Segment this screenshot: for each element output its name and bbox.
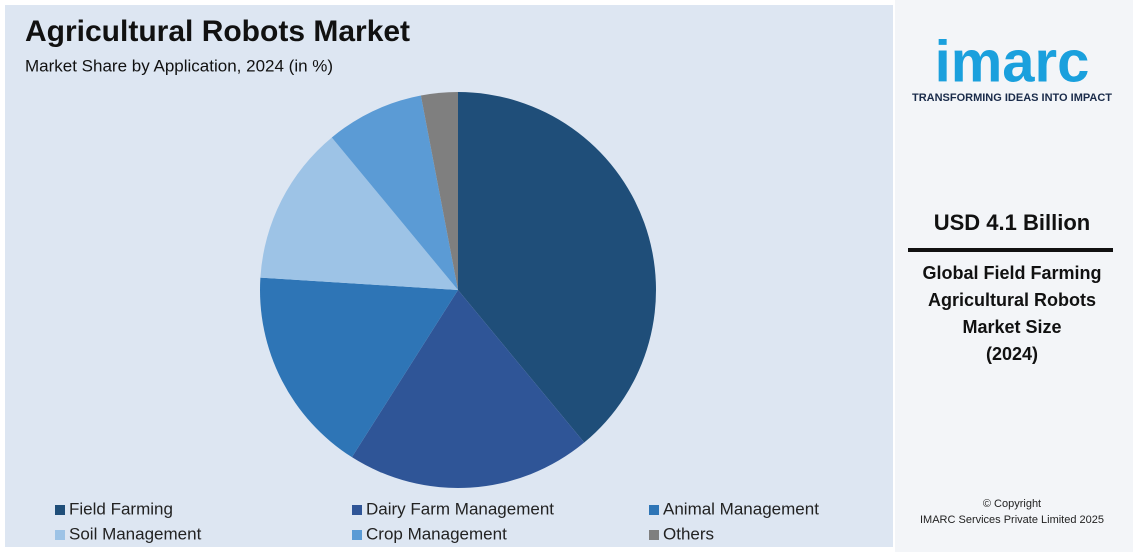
- description-line: Agricultural Robots: [928, 290, 1096, 310]
- pie-slice: [260, 137, 458, 290]
- chart-subtitle: Market Share by Application, 2024 (in %): [25, 56, 333, 75]
- description-line: Global Field Farming: [922, 263, 1101, 283]
- divider: [908, 248, 1113, 252]
- legend-label: Dairy Farm Management: [366, 499, 554, 518]
- sidebar-panel: [895, 0, 1133, 552]
- headline: USD 4.1 Billion: [934, 210, 1090, 235]
- logo: imarc: [935, 29, 1090, 94]
- legend-label: Others: [663, 524, 714, 543]
- copyright: © Copyright: [983, 498, 1041, 510]
- legend-swatch: [55, 530, 65, 540]
- description-line: Market Size: [962, 317, 1061, 337]
- legend-swatch: [352, 530, 362, 540]
- legend-label: Field Farming: [69, 499, 173, 518]
- chart-title: Agricultural Robots Market: [25, 15, 410, 48]
- legend-label: Crop Management: [366, 524, 507, 543]
- legend-swatch: [649, 530, 659, 540]
- pie-slice: [420, 92, 458, 290]
- tagline: TRANSFORMING IDEAS INTO IMPACT: [912, 92, 1112, 104]
- company: IMARC Services Private Limited 2025: [920, 514, 1104, 526]
- legend-label: Soil Management: [69, 524, 202, 543]
- legend-swatch: [55, 505, 65, 515]
- legend-swatch: [352, 505, 362, 515]
- description-line: (2024): [986, 344, 1038, 364]
- pie-slice: [351, 290, 585, 488]
- legend-swatch: [649, 505, 659, 515]
- legend-label: Animal Management: [663, 499, 819, 518]
- pie-slice: [260, 277, 458, 458]
- pie-slice: [458, 92, 656, 443]
- pie-slice: [331, 95, 458, 290]
